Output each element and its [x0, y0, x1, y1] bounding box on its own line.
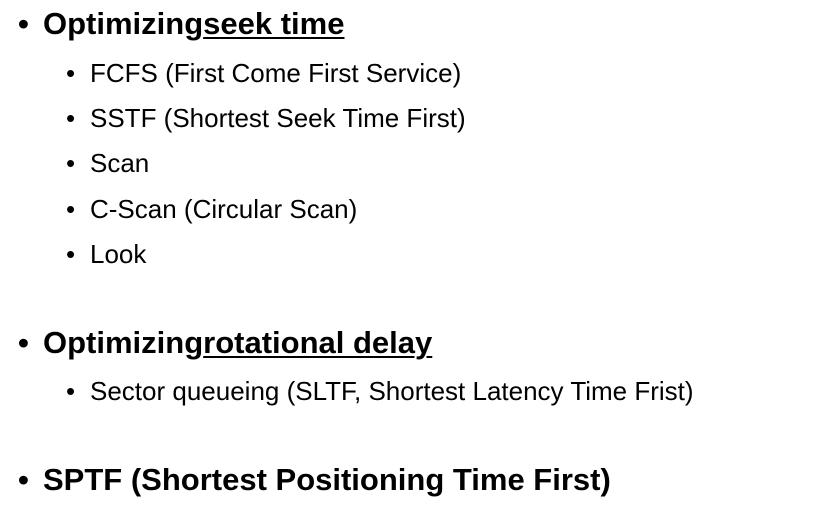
heading-prefix: Optimizing: [43, 6, 204, 41]
bullet-icon: •: [66, 376, 76, 406]
section-seek-time-heading: • Optimizing seek time: [18, 6, 344, 42]
heading-emphasis: seek time: [203, 6, 345, 41]
section-rotational-delay-heading: • Optimizing rotational delay: [18, 325, 432, 361]
section-sptf-heading: • SPTF (Shortest Positioning Time First): [18, 462, 611, 498]
bullet-icon: •: [18, 462, 29, 497]
list-item-sstf: • SSTF (Shortest Seek Time First): [66, 103, 466, 134]
bullet-icon: •: [66, 239, 76, 269]
bullet-icon: •: [66, 148, 76, 178]
heading-emphasis: rotational delay: [203, 325, 433, 360]
list-item-sector-queueing: • Sector queueing (SLTF, Shortest Latenc…: [66, 376, 694, 407]
list-item-fcfs: • FCFS (First Come First Service): [66, 58, 461, 89]
bullet-icon: •: [66, 103, 76, 133]
heading-prefix: Optimizing: [43, 325, 204, 360]
list-item-c-scan: • C-Scan (Circular Scan): [66, 194, 357, 225]
list-item-text: FCFS (First Come First Service): [90, 58, 462, 88]
heading-prefix: SPTF (Shortest Positioning Time First): [43, 462, 611, 497]
list-item-text: Scan: [90, 148, 150, 178]
list-item-scan: • Scan: [66, 148, 149, 179]
bullet-icon: •: [66, 58, 76, 88]
bullet-icon: •: [18, 6, 29, 41]
bullet-icon: •: [66, 194, 76, 224]
list-item-text: Look: [90, 239, 147, 269]
list-item-text: Sector queueing (SLTF, Shortest Latency …: [90, 376, 694, 406]
list-item-look: • Look: [66, 239, 146, 270]
list-item-text: C-Scan (Circular Scan): [90, 194, 358, 224]
list-item-text: SSTF (Shortest Seek Time First): [90, 103, 466, 133]
bullet-icon: •: [18, 325, 29, 360]
